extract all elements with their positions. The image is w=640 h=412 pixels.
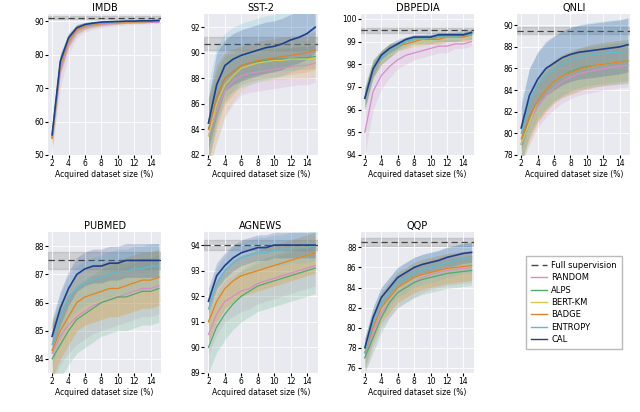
- Bar: [361, 238, 474, 246]
- X-axis label: Acquired dataset size (%): Acquired dataset size (%): [56, 388, 154, 397]
- Title: AGNEWS: AGNEWS: [239, 221, 283, 231]
- Title: DBPEDIA: DBPEDIA: [396, 3, 439, 13]
- X-axis label: Acquired dataset size (%): Acquired dataset size (%): [525, 170, 623, 179]
- Bar: [204, 240, 317, 250]
- X-axis label: Acquired dataset size (%): Acquired dataset size (%): [56, 170, 154, 179]
- Bar: [204, 37, 317, 50]
- Title: SST-2: SST-2: [248, 3, 275, 13]
- X-axis label: Acquired dataset size (%): Acquired dataset size (%): [368, 388, 467, 397]
- Bar: [361, 28, 474, 33]
- Title: IMDB: IMDB: [92, 3, 118, 13]
- Title: QNLI: QNLI: [562, 3, 586, 13]
- X-axis label: Acquired dataset size (%): Acquired dataset size (%): [212, 170, 310, 179]
- Bar: [48, 16, 161, 19]
- Legend: Full supervision, RANDOM, ALPS, BERT-KM, BADGE, ENTROPY, CAL: Full supervision, RANDOM, ALPS, BERT-KM,…: [525, 256, 622, 349]
- Title: QQP: QQP: [407, 221, 428, 231]
- X-axis label: Acquired dataset size (%): Acquired dataset size (%): [368, 170, 467, 179]
- Title: PUBMED: PUBMED: [84, 221, 125, 231]
- X-axis label: Acquired dataset size (%): Acquired dataset size (%): [212, 388, 310, 397]
- Bar: [517, 27, 630, 34]
- Bar: [48, 252, 161, 269]
